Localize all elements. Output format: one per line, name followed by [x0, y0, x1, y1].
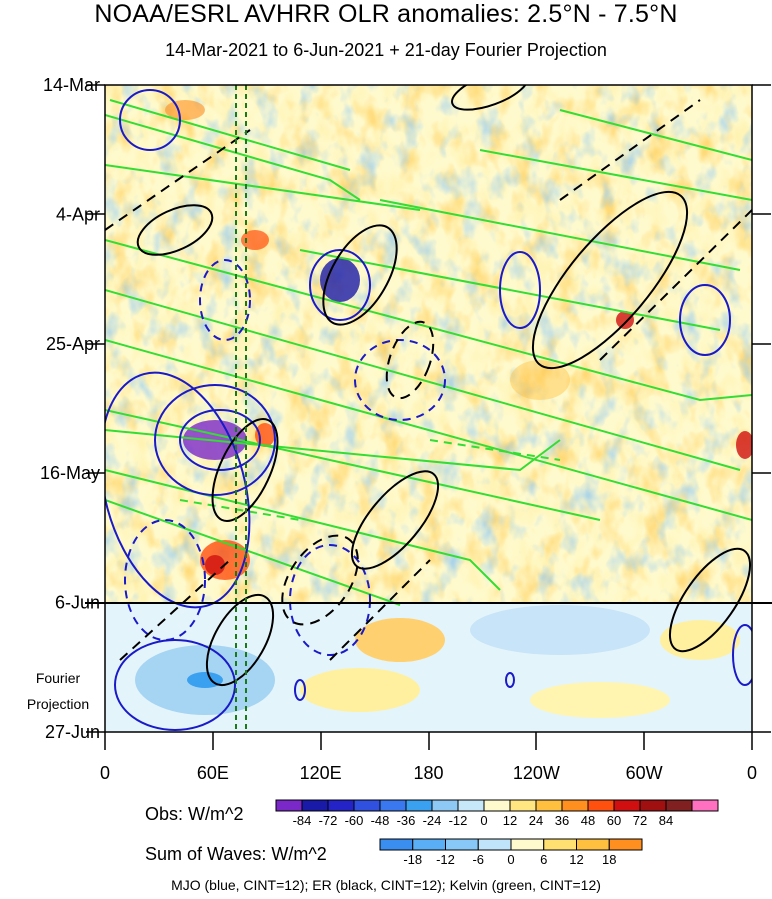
x-tick-label: 60E — [197, 763, 229, 783]
legend-tick-label: 84 — [659, 813, 673, 828]
y-tick-labels: 14-Mar 4-Apr 25-Apr 16-May 6-Jun 27-Jun — [40, 75, 100, 742]
y-tick-label: 14-Mar — [43, 75, 100, 95]
legend-tick-label: 48 — [581, 813, 595, 828]
legend-swatch — [587, 799, 615, 812]
footer-note: MJO (blue, CINT=12); ER (black, CINT=12)… — [171, 877, 601, 893]
y-tick-label: 4-Apr — [56, 204, 100, 224]
legend-swatch — [543, 838, 577, 851]
legend-swatch — [275, 799, 303, 812]
y-tick-label: 25-Apr — [46, 334, 100, 354]
wave-contours — [105, 85, 752, 732]
legend-tick-label: 72 — [633, 813, 647, 828]
legend-swatch — [379, 838, 414, 851]
x-ticks — [104, 732, 753, 750]
legend-swatch — [665, 799, 693, 812]
x-tick-label: 0 — [747, 763, 757, 783]
x-tick-label: 120E — [300, 763, 342, 783]
legend-swatch — [509, 799, 537, 812]
legend-tick-label: 0 — [507, 852, 514, 867]
legend-tick-label: 6 — [540, 852, 547, 867]
legend-swatch — [457, 799, 485, 812]
x-tick-label: 120W — [513, 763, 560, 783]
x-tick-label: 180 — [413, 763, 443, 783]
legend-tick-label: 0 — [480, 813, 487, 828]
y-tick-label: 27-Jun — [45, 722, 100, 742]
projection-label-line1: Fourier — [36, 670, 81, 686]
x-tick-label: 0 — [100, 763, 110, 783]
wave-legend — [379, 838, 643, 851]
legend-swatch — [431, 799, 459, 812]
legend-tick-label: -72 — [319, 813, 338, 828]
legend-swatch — [405, 799, 433, 812]
projection-field — [105, 603, 752, 732]
legend-tick-label: -84 — [293, 813, 312, 828]
obs-legend — [275, 799, 719, 812]
legend-tick-label: -48 — [371, 813, 390, 828]
legend-swatch — [608, 838, 643, 851]
legend-swatch — [445, 838, 479, 851]
obs-field — [105, 85, 752, 603]
kelvin-contours — [105, 99, 752, 606]
legend-swatch — [535, 799, 563, 812]
projection-label-line2: Projection — [27, 696, 89, 712]
legend-tick-label: 12 — [503, 813, 517, 828]
legend-tick-label: -36 — [397, 813, 416, 828]
legend-swatch — [301, 799, 329, 812]
chart-subtitle: 14-Mar-2021 to 6-Jun-2021 + 21-day Fouri… — [165, 40, 607, 60]
legend-swatch — [379, 799, 407, 812]
y-ticks — [86, 84, 771, 733]
chart-title: NOAA/ESRL AVHRR OLR anomalies: 2.5°N - 7… — [94, 0, 678, 28]
er-contours — [105, 85, 752, 687]
legend-swatch — [327, 799, 355, 812]
legend-swatch — [477, 838, 512, 851]
y-tick-label: 6-Jun — [55, 593, 100, 613]
wave-legend-label: Sum of Waves: W/m^2 — [145, 844, 327, 864]
legend-tick-label: 24 — [529, 813, 543, 828]
obs-legend-label: Obs: W/m^2 — [145, 804, 243, 824]
legend-swatch — [691, 799, 719, 812]
legend-swatch — [510, 838, 545, 851]
legend-tick-label: -12 — [436, 852, 455, 867]
legend-swatch — [576, 838, 610, 851]
obs-legend-ticks: -84 -72 -60 -48 -36 -24 -12 0 12 24 36 48 60 72 84 — [293, 813, 674, 828]
legend-tick-label: -12 — [449, 813, 468, 828]
legend-swatch — [483, 799, 511, 812]
legend-swatch — [412, 838, 446, 851]
legend-swatch — [613, 799, 641, 812]
legend-tick-label: -18 — [403, 852, 422, 867]
x-tick-label: 60W — [626, 763, 663, 783]
wave-legend-ticks: -18 -12 -6 0 6 12 18 — [403, 852, 616, 867]
legend-tick-label: 18 — [602, 852, 616, 867]
legend-tick-label: 36 — [555, 813, 569, 828]
y-tick-label: 16-May — [40, 463, 100, 483]
mjo-contours — [105, 89, 752, 731]
legend-tick-label: -60 — [345, 813, 364, 828]
legend-tick-label: -6 — [472, 852, 484, 867]
legend-swatch — [353, 799, 381, 812]
legend-tick-label: 12 — [569, 852, 583, 867]
legend-swatch — [561, 799, 589, 812]
legend-tick-label: 60 — [607, 813, 621, 828]
x-tick-labels: 0 60E 120E 180 120W 60W 0 — [100, 763, 757, 783]
legend-swatch — [639, 799, 667, 812]
legend-tick-label: -24 — [423, 813, 442, 828]
